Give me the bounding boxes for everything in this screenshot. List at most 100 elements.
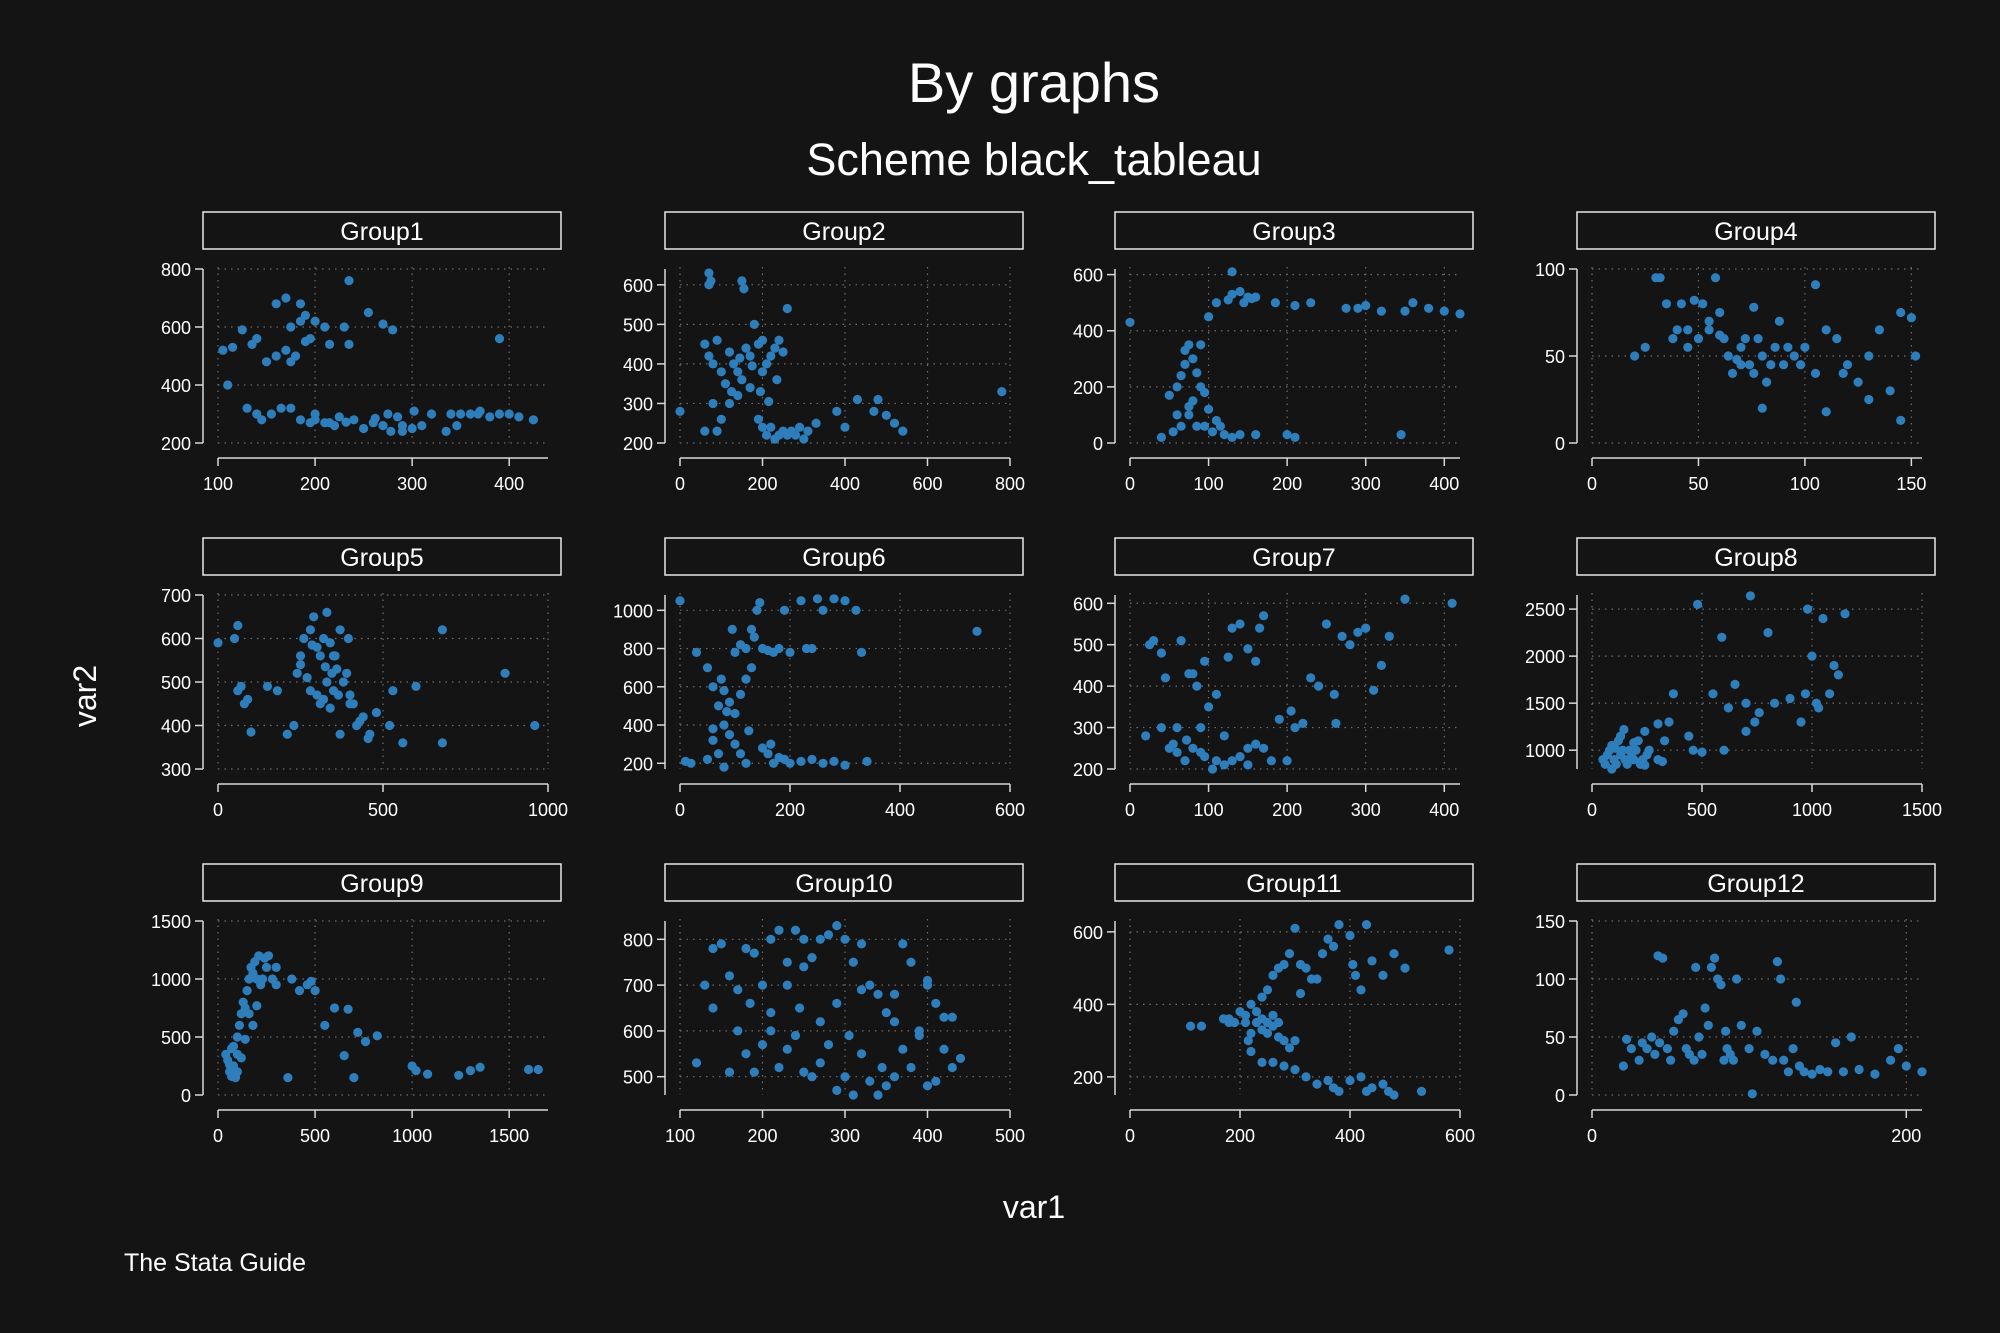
y-tick-label: 600 (623, 678, 653, 698)
data-point (1337, 631, 1347, 642)
data-point (291, 351, 301, 361)
data-point (1211, 298, 1221, 308)
data-point (530, 720, 540, 731)
y-tick-label: 600 (1073, 594, 1103, 614)
data-point (341, 417, 351, 427)
data-point (741, 643, 751, 654)
data-point (1754, 708, 1764, 718)
panel-header-box (664, 211, 1024, 250)
data-point (795, 1003, 805, 1013)
data-point (363, 733, 373, 744)
data-point (1831, 1038, 1841, 1048)
data-point (329, 1003, 340, 1013)
data-point (1833, 670, 1843, 680)
data-point (799, 1067, 809, 1077)
data-point (299, 633, 309, 644)
data-point (1683, 325, 1693, 335)
data-point (1650, 1049, 1660, 1059)
data-point (889, 1072, 900, 1082)
data-point (898, 1044, 908, 1054)
data-point (1192, 368, 1202, 378)
data-point (234, 1020, 244, 1030)
data-point (818, 605, 828, 615)
data-point (1255, 623, 1265, 633)
data-point (1376, 660, 1386, 671)
data-point (1396, 430, 1406, 440)
data-point (1314, 681, 1324, 691)
y-tick-label: 50 (1545, 347, 1565, 367)
y-tick-label: 700 (161, 586, 191, 606)
data-point (494, 409, 505, 419)
data-point (1192, 681, 1202, 691)
data-point (1854, 1064, 1864, 1075)
x-tick-label: 0 (1587, 800, 1597, 820)
data-point (1270, 298, 1280, 308)
data-point (1766, 360, 1776, 370)
data-point (720, 379, 731, 389)
y-tick-label: 100 (1535, 260, 1565, 280)
data-point (1747, 1089, 1757, 1099)
data-point (1815, 1064, 1825, 1075)
x-tick-label: 200 (1272, 800, 1302, 820)
data-point (782, 303, 792, 314)
data-point (1262, 1028, 1273, 1038)
data-point (716, 414, 726, 424)
data-point (1361, 920, 1372, 930)
data-point (762, 359, 772, 369)
data-point (302, 673, 312, 683)
data-point (1290, 923, 1300, 933)
data-point (1400, 306, 1410, 316)
data-point (305, 686, 315, 696)
data-point (766, 1026, 776, 1036)
data-point (745, 383, 755, 393)
data-point (378, 421, 388, 431)
data-point (446, 409, 456, 419)
data-point (1750, 717, 1760, 727)
x-tick-label: 1000 (392, 1126, 432, 1146)
data-point (325, 703, 335, 713)
data-point (1408, 298, 1418, 308)
data-point (320, 1020, 330, 1030)
data-point (745, 351, 755, 361)
data-point (691, 1058, 702, 1068)
data-point (312, 690, 322, 700)
x-tick-label: 400 (494, 474, 524, 494)
data-point (1306, 673, 1316, 683)
data-point (1757, 351, 1767, 361)
data-point (1810, 368, 1821, 378)
data-point (1284, 1043, 1295, 1053)
data-point (1704, 325, 1714, 335)
data-point (1273, 1017, 1284, 1028)
data-point (997, 387, 1007, 397)
data-point (1700, 1003, 1710, 1013)
data-point (1274, 714, 1284, 724)
data-point (1182, 735, 1192, 745)
data-point (339, 322, 349, 332)
x-tick-label: 100 (1194, 800, 1224, 820)
data-point (411, 681, 421, 692)
x-tick-label: 0 (1125, 800, 1135, 820)
data-point (1262, 1017, 1273, 1028)
data-point (1655, 1038, 1665, 1048)
data-point (906, 1062, 916, 1073)
data-point (823, 1040, 834, 1050)
panel-title: Group2 (802, 218, 885, 246)
data-point (1227, 623, 1237, 633)
data-point (1156, 648, 1166, 658)
data-point (1246, 1046, 1256, 1057)
data-point (1629, 755, 1639, 765)
data-point (755, 598, 765, 608)
data-point (1715, 307, 1725, 318)
data-point (276, 403, 286, 413)
data-point (244, 1009, 254, 1019)
data-point (796, 756, 806, 767)
x-tick-label: 200 (1891, 1126, 1921, 1146)
data-point (1800, 342, 1810, 352)
data-point (1301, 1072, 1311, 1082)
data-point (398, 738, 408, 748)
y-tick-label: 200 (623, 754, 653, 774)
data-point (1367, 1083, 1377, 1093)
data-point (1730, 679, 1740, 690)
y-tick-label: 600 (161, 630, 191, 650)
panel-header-box (1576, 863, 1936, 902)
